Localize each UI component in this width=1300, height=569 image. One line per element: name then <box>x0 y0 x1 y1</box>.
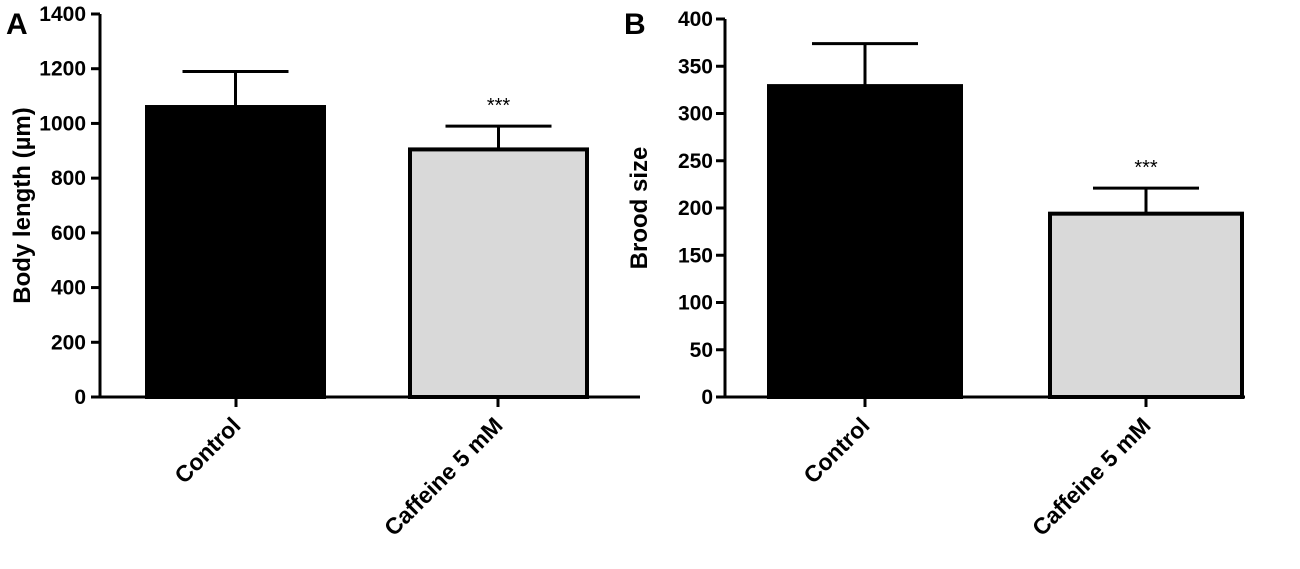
y-tick-label: 350 <box>678 55 713 78</box>
category-label: Caffeine 5 mM <box>379 412 508 541</box>
y-axis-title: Brood size <box>626 147 653 270</box>
y-tick-label: 400 <box>51 277 86 300</box>
panel-b: B 0 50 100 150 200 250 300 350 400 Brood size Contr… <box>624 8 1245 541</box>
y-tick-label: 0 <box>701 386 713 409</box>
y-tick-label: 150 <box>678 244 713 267</box>
y-tick-label: 200 <box>678 197 713 220</box>
y-tick-label: 600 <box>51 222 86 245</box>
category-label: Caffeine 5 mM <box>1027 412 1156 541</box>
category-label: Control <box>169 412 245 488</box>
y-tick-label: 300 <box>678 103 713 126</box>
y-axis-title: Body length (µm) <box>9 107 36 303</box>
y-tick-label: 50 <box>690 339 713 362</box>
category-label: Control <box>798 412 874 488</box>
y-tick-label: 200 <box>51 331 86 354</box>
panel-a: A 0 200 400 600 800 1000 1200 1400 Body length (µ… <box>6 3 640 541</box>
y-tick-label: 1200 <box>39 58 86 81</box>
panel-letter: B <box>624 8 646 41</box>
y-tick-label: 1400 <box>39 3 86 26</box>
bar <box>767 84 963 399</box>
y-tick-label: 0 <box>74 386 86 409</box>
significance-label: *** <box>487 95 511 117</box>
y-tick-label: 100 <box>678 292 713 315</box>
y-tick-label: 400 <box>678 8 713 31</box>
significance-label: *** <box>1134 157 1158 179</box>
y-tick-label: 250 <box>678 150 713 173</box>
panel-letter: A <box>6 8 28 41</box>
bar <box>145 105 326 399</box>
bar <box>1048 211 1244 399</box>
y-tick-label: 800 <box>51 167 86 190</box>
y-tick-label: 1000 <box>39 112 86 135</box>
bar <box>408 147 589 399</box>
